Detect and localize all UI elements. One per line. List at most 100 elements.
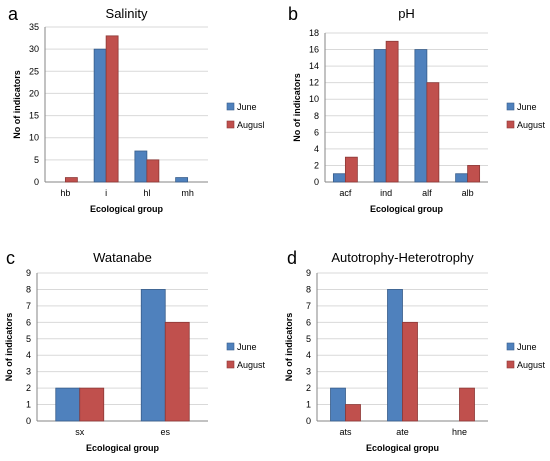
bar-b-june-alf [414, 49, 428, 183]
x-tick-label-c-1: es [160, 427, 170, 437]
legend-swatch-b-1 [506, 120, 515, 129]
y-tick-label-d-4: 4 [306, 350, 311, 360]
bar-a-june-i [93, 48, 107, 183]
y-tick-label-b-9: 18 [309, 28, 319, 38]
x-tick-label-a-2: hl [143, 188, 150, 198]
bar-b-august-alf [426, 82, 440, 183]
y-tick-label-d-0: 0 [306, 416, 311, 426]
x-tick-label-a-3: mh [181, 188, 194, 198]
y-tick-label-b-1: 2 [314, 160, 319, 170]
x-tick-label-a-1: i [105, 188, 107, 198]
legend-label-a-1: Augusl [237, 120, 265, 130]
y-tick-label-c-5: 5 [26, 334, 31, 344]
y-tick-label-a-4: 20 [29, 88, 39, 98]
chart-title-d: Autotrophy-Heterotrophy [331, 250, 474, 265]
bar-d-august-hne [459, 387, 475, 422]
y-tick-label-a-0: 0 [34, 177, 39, 187]
y-tick-label-c-6: 6 [26, 317, 31, 327]
legend-swatch-c-0 [226, 342, 235, 351]
x-tick-label-d-2: hne [452, 427, 467, 437]
legend-label-d-0: June [517, 342, 537, 352]
y-axis-label-d: No of indicators [284, 313, 294, 382]
legend-label-c-0: June [237, 342, 257, 352]
panel-letter-b: b [288, 4, 298, 24]
y-tick-label-c-2: 2 [26, 383, 31, 393]
bar-b-june-ind [373, 49, 387, 183]
chart-title-a: Salinity [106, 6, 148, 21]
legend-label-c-1: August [237, 360, 266, 370]
y-tick-label-a-1: 5 [34, 155, 39, 165]
y-tick-label-c-0: 0 [26, 416, 31, 426]
legend-swatch-d-0 [506, 342, 515, 351]
chart-title-b: pH [398, 6, 415, 21]
legend-swatch-b-0 [506, 102, 515, 111]
x-axis-label-d: Ecological gropu [366, 443, 439, 453]
bar-b-august-alb [467, 165, 481, 183]
bar-a-august-hl [146, 159, 160, 183]
y-tick-label-a-2: 10 [29, 133, 39, 143]
y-tick-label-b-7: 14 [309, 61, 319, 71]
y-tick-label-a-3: 15 [29, 111, 39, 121]
x-tick-label-b-3: alb [462, 188, 474, 198]
legend-swatch-a-1 [226, 120, 235, 129]
legend-label-a-0: June [237, 102, 257, 112]
bar-c-august-sx [79, 387, 105, 422]
legend-swatch-c-1 [226, 360, 235, 369]
x-tick-label-d-1: ate [396, 427, 409, 437]
bar-b-june-acf [332, 173, 346, 183]
panel-letter-c: c [6, 248, 15, 268]
y-tick-label-c-8: 8 [26, 284, 31, 294]
y-axis-label-b: No of indicators [292, 73, 302, 142]
bar-d-june-ats [330, 387, 346, 422]
bar-d-august-ate [402, 321, 418, 422]
bar-a-august-i [105, 35, 119, 183]
y-tick-label-c-4: 4 [26, 350, 31, 360]
y-tick-label-c-1: 1 [26, 400, 31, 410]
legend-label-b-0: June [517, 102, 537, 112]
y-tick-label-b-0: 0 [314, 177, 319, 187]
x-tick-label-b-0: acf [339, 188, 352, 198]
panel-letter-a: a [8, 4, 19, 24]
y-tick-label-a-6: 30 [29, 44, 39, 54]
bar-b-august-acf [344, 156, 358, 183]
x-tick-label-a-0: hb [60, 188, 70, 198]
y-tick-label-b-4: 8 [314, 111, 319, 121]
x-tick-label-d-0: ats [339, 427, 352, 437]
y-tick-label-a-5: 25 [29, 66, 39, 76]
legend-label-d-1: August [517, 360, 546, 370]
y-tick-label-d-1: 1 [306, 400, 311, 410]
y-tick-label-d-6: 6 [306, 317, 311, 327]
y-tick-label-b-2: 4 [314, 144, 319, 154]
y-tick-label-d-8: 8 [306, 284, 311, 294]
x-tick-label-c-0: sx [75, 427, 85, 437]
y-tick-label-b-5: 10 [309, 94, 319, 104]
y-tick-label-d-9: 9 [306, 268, 311, 278]
bar-b-june-alb [455, 173, 469, 183]
y-tick-label-d-5: 5 [306, 334, 311, 344]
bar-c-june-sx [55, 387, 81, 422]
x-tick-label-b-1: ind [380, 188, 392, 198]
y-tick-label-d-2: 2 [306, 383, 311, 393]
bar-c-august-es [164, 321, 190, 422]
y-tick-label-a-7: 35 [29, 22, 39, 32]
bar-a-august-hb [64, 177, 78, 183]
y-tick-label-b-8: 16 [309, 45, 319, 55]
legend-swatch-d-1 [506, 360, 515, 369]
panel-letter-d: d [287, 248, 297, 268]
y-tick-label-b-6: 12 [309, 78, 319, 88]
x-tick-label-b-2: alf [422, 188, 432, 198]
legend-label-b-1: August [517, 120, 546, 130]
y-axis-label-a: No of indicators [12, 70, 22, 139]
bar-d-august-ats [345, 404, 361, 422]
y-tick-label-c-9: 9 [26, 268, 31, 278]
x-axis-label-b: Ecological group [370, 204, 444, 214]
y-axis-label-c: No of indicators [4, 313, 14, 382]
chart-title-c: Watanabe [93, 250, 152, 265]
y-tick-label-c-7: 7 [26, 301, 31, 311]
x-axis-label-a: Ecological group [90, 204, 164, 214]
bar-c-june-es [140, 289, 166, 422]
bar-a-june-mh [175, 177, 189, 183]
y-tick-label-d-3: 3 [306, 367, 311, 377]
bar-a-june-hl [134, 150, 148, 183]
